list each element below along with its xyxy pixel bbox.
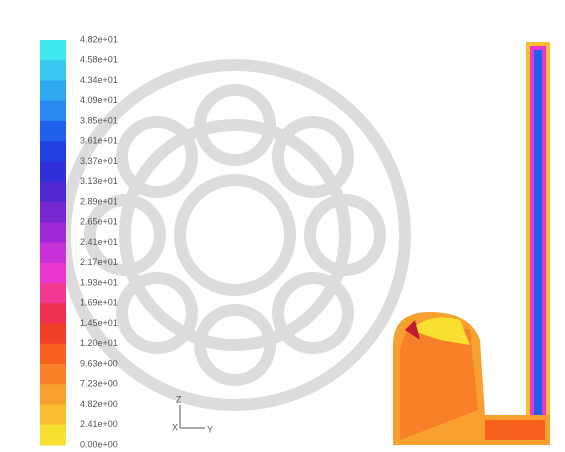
colorbar-label: 4.82e+00 <box>80 399 118 409</box>
colorbar-label: 9.63e+00 <box>80 358 118 368</box>
colorbar-band <box>40 121 66 142</box>
colorbar-band <box>40 243 66 264</box>
colorbar-band <box>40 263 66 284</box>
colorbar-band <box>40 364 66 385</box>
colorbar-band <box>40 162 66 183</box>
geometry <box>393 42 550 445</box>
colorbar-band <box>40 303 66 324</box>
colorbar-label: 2.17e+01 <box>80 257 118 267</box>
colorbar-label: 0.00e+00 <box>80 439 118 449</box>
colorbar-band <box>40 40 66 61</box>
colorbar-band <box>40 405 66 426</box>
colorbar-label: 2.41e+01 <box>80 237 118 247</box>
colorbar-label: 2.41e+00 <box>80 419 118 429</box>
colorbar-label: 3.61e+01 <box>80 136 118 146</box>
colorbar-band <box>40 60 66 81</box>
colorbar-label: 2.89e+01 <box>80 196 118 206</box>
colorbar-band <box>40 425 66 446</box>
axis-label: Y <box>207 424 213 434</box>
colorbar-label: 4.82e+01 <box>80 34 118 44</box>
colorbar-band <box>40 283 66 304</box>
axis-label: X <box>172 422 178 432</box>
axis-triad <box>180 405 205 428</box>
colorbar-label: 1.20e+01 <box>80 338 118 348</box>
colorbar-band <box>40 101 66 122</box>
colorbar-label: 4.58e+01 <box>80 55 118 65</box>
colorbar-band <box>40 384 66 405</box>
colorbar-label: 1.69e+01 <box>80 298 118 308</box>
colorbar-label: 3.37e+01 <box>80 156 118 166</box>
axis-label: Z <box>176 394 182 404</box>
colorbar-band <box>40 344 66 365</box>
colorbar-band <box>40 182 66 203</box>
colorbar-label: 3.85e+01 <box>80 115 118 125</box>
colorbar-label: 4.34e+01 <box>80 75 118 85</box>
colorbar-band <box>40 81 66 102</box>
colorbar-band <box>40 324 66 345</box>
colorbar-label: 4.09e+01 <box>80 95 118 105</box>
colorbar-band <box>40 222 66 243</box>
colorbar-band <box>40 202 66 223</box>
colorbar-label: 2.65e+01 <box>80 217 118 227</box>
colorbar-label: 1.93e+01 <box>80 277 118 287</box>
colorbar-band <box>40 141 66 162</box>
colorbar-label: 3.13e+01 <box>80 176 118 186</box>
contour-plot: Z X Y 4.82e+01 4.58e+01 4.34e+01 4.09e+01 3.… <box>0 0 565 452</box>
colorbar-label: 1.45e+01 <box>80 318 118 328</box>
colorbar-label: 7.23e+00 <box>80 379 118 389</box>
